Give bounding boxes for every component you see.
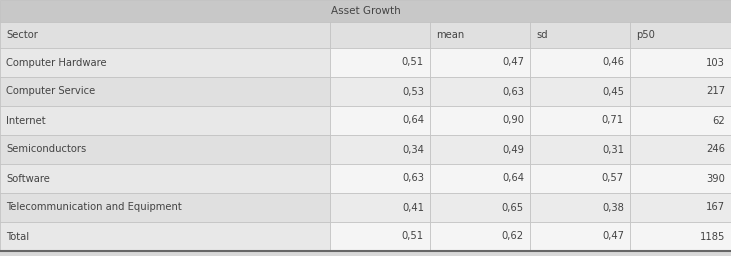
Text: 0,57: 0,57 xyxy=(602,174,624,184)
Bar xyxy=(430,164,530,193)
Bar xyxy=(530,193,630,222)
Bar xyxy=(0,48,330,77)
Text: 0,64: 0,64 xyxy=(402,115,424,125)
Bar xyxy=(430,222,530,251)
Text: 0,41: 0,41 xyxy=(402,202,424,212)
Bar xyxy=(330,77,430,106)
Text: 0,38: 0,38 xyxy=(602,202,624,212)
Bar xyxy=(330,135,430,164)
Text: 0,51: 0,51 xyxy=(402,58,424,68)
Text: p50: p50 xyxy=(636,30,655,40)
Text: 0,31: 0,31 xyxy=(602,144,624,155)
Bar xyxy=(630,106,731,135)
Text: sd: sd xyxy=(536,30,548,40)
Text: Software: Software xyxy=(6,174,50,184)
Bar xyxy=(630,77,731,106)
Text: 0,51: 0,51 xyxy=(402,231,424,241)
Bar xyxy=(430,77,530,106)
Bar xyxy=(0,0,731,22)
Text: Sector: Sector xyxy=(6,30,38,40)
Bar xyxy=(630,135,731,164)
Text: 0,90: 0,90 xyxy=(502,115,524,125)
Bar xyxy=(0,77,330,106)
Text: 0,47: 0,47 xyxy=(502,58,524,68)
Text: 0,45: 0,45 xyxy=(602,87,624,97)
Text: 1185: 1185 xyxy=(700,231,725,241)
Text: 246: 246 xyxy=(706,144,725,155)
Text: Telecommunication and Equipment: Telecommunication and Equipment xyxy=(6,202,182,212)
Bar xyxy=(0,135,330,164)
Bar xyxy=(430,22,530,48)
Text: 103: 103 xyxy=(706,58,725,68)
Bar xyxy=(430,135,530,164)
Bar xyxy=(530,222,630,251)
Text: 0,53: 0,53 xyxy=(402,87,424,97)
Bar xyxy=(530,164,630,193)
Text: 0,34: 0,34 xyxy=(402,144,424,155)
Bar xyxy=(530,106,630,135)
Bar xyxy=(630,48,731,77)
Bar xyxy=(530,135,630,164)
Bar xyxy=(0,106,330,135)
Text: 0,47: 0,47 xyxy=(602,231,624,241)
Text: mean: mean xyxy=(436,30,464,40)
Bar xyxy=(430,48,530,77)
Text: 0,64: 0,64 xyxy=(502,174,524,184)
Text: 390: 390 xyxy=(706,174,725,184)
Text: 0,63: 0,63 xyxy=(502,87,524,97)
Bar xyxy=(330,164,430,193)
Bar xyxy=(430,193,530,222)
Text: Internet: Internet xyxy=(6,115,45,125)
Bar xyxy=(630,193,731,222)
Text: 62: 62 xyxy=(712,115,725,125)
Text: Computer Service: Computer Service xyxy=(6,87,95,97)
Bar xyxy=(330,222,430,251)
Bar xyxy=(330,106,430,135)
Bar xyxy=(630,222,731,251)
Bar xyxy=(630,164,731,193)
Text: 0,65: 0,65 xyxy=(502,202,524,212)
Bar xyxy=(330,48,430,77)
Text: 217: 217 xyxy=(706,87,725,97)
Text: Computer Hardware: Computer Hardware xyxy=(6,58,107,68)
Text: 167: 167 xyxy=(706,202,725,212)
Bar xyxy=(0,22,330,48)
Bar xyxy=(330,22,430,48)
Bar xyxy=(0,164,330,193)
Bar xyxy=(530,77,630,106)
Text: 0,63: 0,63 xyxy=(402,174,424,184)
Text: 0,49: 0,49 xyxy=(502,144,524,155)
Text: Semiconductors: Semiconductors xyxy=(6,144,86,155)
Text: 0,46: 0,46 xyxy=(602,58,624,68)
Bar xyxy=(530,22,630,48)
Bar xyxy=(430,106,530,135)
Text: Total: Total xyxy=(6,231,29,241)
Text: 0,62: 0,62 xyxy=(502,231,524,241)
Bar xyxy=(0,222,330,251)
Bar xyxy=(530,48,630,77)
Text: 0,71: 0,71 xyxy=(602,115,624,125)
Text: Asset Growth: Asset Growth xyxy=(330,6,401,16)
Bar xyxy=(630,22,731,48)
Bar xyxy=(0,193,330,222)
Bar xyxy=(330,193,430,222)
